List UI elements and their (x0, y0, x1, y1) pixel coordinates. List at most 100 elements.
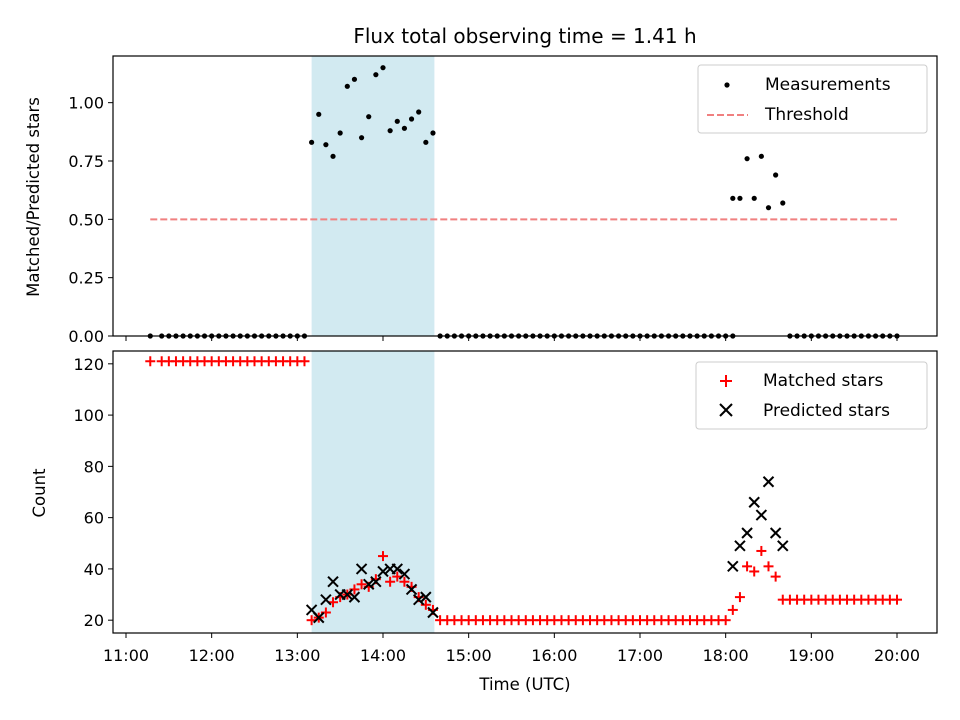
top-measurement-point (758, 153, 764, 159)
top-panel: 0.00 0.25 0.50 0.75 1.00 (68, 55, 938, 346)
bottom-predicted-point (727, 560, 739, 573)
top-y-tick-label: 0.00 (68, 327, 104, 346)
top-measurement-point (423, 139, 429, 145)
bottom-matched-point (770, 571, 781, 582)
bottom-y-tick-label: 120 (73, 355, 104, 374)
legend-label-threshold: Threshold (764, 105, 849, 125)
bottom-matched-point (763, 561, 774, 572)
top-measurement-point (416, 109, 422, 115)
bottom-matched-point (727, 604, 738, 615)
bottom-panel: 20 40 60 80 100 120 11:00 12:00 13:00 14:00 15:00 1… (73, 350, 938, 665)
bottom-legend-frame (695, 361, 928, 430)
legend-marker-matched (720, 375, 732, 387)
bottom-predicted-point (327, 576, 339, 588)
bottom-matched-point (399, 576, 410, 587)
bottom-x-tick-label: 12:00 (189, 646, 235, 665)
top-measurement-point (344, 83, 350, 89)
chart-title: Flux total observing time = 1.41 h (353, 24, 696, 48)
top-measurement-point (765, 205, 772, 211)
top-measurement-point (380, 65, 386, 71)
bottom-predicted-point (420, 591, 432, 603)
bottom-predicted-point (748, 496, 760, 508)
top-measurement-point (780, 200, 786, 206)
top-legend-frame (697, 64, 928, 134)
bottom-predicted-point (755, 509, 768, 521)
top-y-tick-label: 0.25 (68, 269, 104, 288)
bottom-predicted-point (427, 606, 439, 619)
top-measurement-point (373, 72, 379, 78)
top-measurement-point (309, 139, 315, 145)
bottom-predicted-point (734, 540, 746, 552)
top-measurement-point (408, 116, 415, 122)
bottom-x-tick-label: 17:00 (617, 646, 663, 665)
bottom-matched-point (734, 592, 745, 603)
top-measurement-point (751, 195, 757, 201)
top-measurement-point (730, 195, 736, 201)
bottom-predicted-point (313, 611, 325, 624)
bottom-legend: Matched stars Predicted stars (695, 361, 928, 430)
bottom-y-axis-label: Count (30, 468, 49, 518)
top-y-tick-label: 1.00 (68, 94, 104, 113)
top-measurement-point (323, 142, 329, 148)
bottom-x-tick-label: 19:00 (788, 646, 834, 665)
bottom-matched-point (749, 566, 760, 577)
bottom-x-tick-label: 20:00 (874, 646, 920, 665)
bottom-x-tick-label: 16:00 (531, 646, 577, 665)
legend-marker-predicted (719, 403, 733, 417)
bottom-y-tick-label: 60 (84, 509, 104, 528)
top-measurement-point (744, 156, 750, 162)
top-legend: Measurements Threshold (697, 64, 928, 134)
bottom-x-tick-label: 13:00 (274, 646, 320, 665)
top-measurement-point (330, 153, 336, 159)
bottom-predicted-point (320, 593, 332, 606)
bottom-predicted-point (398, 568, 411, 580)
bottom-predicted-point (741, 527, 753, 539)
bottom-predicted-point (762, 476, 775, 488)
bottom-x-tick-label: 14:00 (360, 646, 406, 665)
bottom-matched-point (385, 576, 396, 587)
bottom-predicted-point (348, 591, 361, 603)
bottom-predicted-point (412, 593, 425, 606)
top-measurement-point (430, 130, 436, 136)
bottom-predicted-point (355, 563, 368, 575)
top-measurement-point (337, 130, 343, 136)
top-y-tick-label: 0.50 (68, 210, 104, 229)
bottom-predicted-point (341, 588, 354, 601)
top-measurement-point (358, 135, 365, 141)
bottom-predicted-point (391, 563, 403, 575)
legend-label-matched: Matched stars (763, 371, 883, 391)
bottom-predicted-point (363, 578, 375, 590)
bottom-y-tick-label: 20 (84, 611, 104, 630)
bottom-matched-point (892, 594, 902, 605)
top-measurement-point (351, 76, 358, 82)
bottom-x-tick-label: 15:00 (446, 646, 492, 665)
x-axis-label: Time (UTC) (478, 675, 570, 694)
top-axes-frame (112, 55, 938, 337)
bottom-predicted-point (769, 527, 782, 539)
bottom-matched-point (756, 545, 767, 556)
bottom-matched-point (742, 561, 753, 572)
top-measurement-point (387, 128, 393, 134)
bottom-x-tick-label: 18:00 (703, 646, 749, 665)
bottom-matched-point (299, 356, 310, 367)
bottom-y-tick-label: 80 (84, 457, 104, 476)
top-highlight-band (311, 56, 435, 336)
top-y-tick-label: 0.75 (68, 152, 104, 171)
legend-marker-measurements (724, 82, 730, 88)
bottom-axes-frame (112, 350, 938, 634)
top-measurement-point (401, 125, 408, 131)
legend-label-predicted: Predicted stars (763, 401, 890, 421)
bottom-predicted-point (777, 540, 789, 552)
legend-label-measurements: Measurements (765, 75, 891, 95)
top-measurement-point (316, 111, 322, 117)
top-measurement-point (737, 195, 743, 201)
bottom-predicted-point (377, 565, 389, 578)
bottom-matched-point (378, 551, 388, 562)
top-measurement-point (366, 114, 372, 120)
top-measurement-point (773, 172, 779, 178)
bottom-x-tick-label: 11:00 (103, 646, 149, 665)
bottom-y-tick-label: 100 (73, 406, 104, 425)
bottom-matched-point (356, 579, 367, 590)
top-measurement-point (394, 118, 400, 124)
